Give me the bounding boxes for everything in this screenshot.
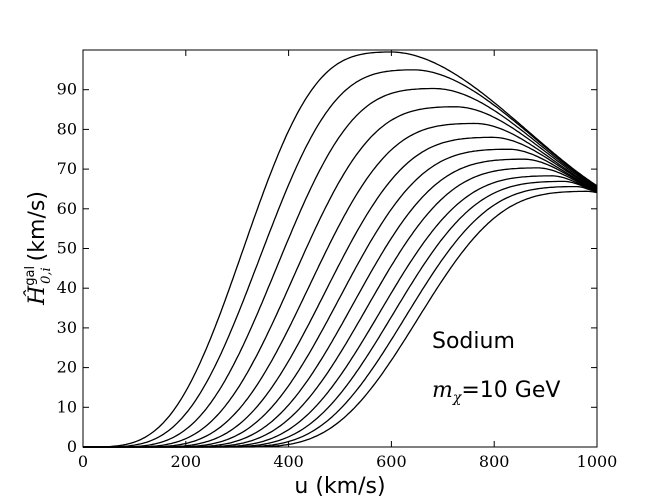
y-tick-label: 80 <box>57 119 77 138</box>
annotation-mass-value: =10 GeV <box>461 378 560 403</box>
x-tick-label: 1000 <box>577 452 618 471</box>
annotation-material: Sodium <box>432 329 515 354</box>
y-tick-label: 10 <box>57 397 77 416</box>
tick-layer: 0 200 400 600 800 1000 0 10 20 30 40 50 60 70 80 90 <box>57 50 618 471</box>
series-line-1 <box>83 51 598 448</box>
x-tick-label: 600 <box>376 452 407 471</box>
y-tick-label: 60 <box>57 199 77 218</box>
annotation-mass-symbol: m <box>432 378 453 403</box>
y-tick-label: 0 <box>67 437 77 456</box>
x-tick-label: 200 <box>171 452 202 471</box>
y-tick-label: 50 <box>57 239 77 258</box>
series-line-3 <box>83 87 598 448</box>
y-axis-label-symbol: Ĥ <box>23 285 50 306</box>
series-line-2 <box>83 69 598 448</box>
svg-text:Ĥgal0,i(km/s): Ĥgal0,i (km/s) <box>23 191 54 306</box>
annotation-mass-subscript: χ <box>452 390 463 406</box>
y-axis-label-superscript: gal <box>23 266 38 286</box>
annotation-mass: mχ=10 GeV <box>432 378 560 406</box>
series-line-4 <box>83 106 598 448</box>
x-tick-label: 0 <box>78 452 88 471</box>
y-tick-label: 70 <box>57 159 77 178</box>
y-tick-label: 30 <box>57 318 77 337</box>
y-axis-label-subscript: 0,i <box>39 267 54 284</box>
series-line-5 <box>83 122 598 448</box>
x-axis-label: u (km/s) <box>294 474 385 498</box>
y-tick-label: 20 <box>57 358 77 377</box>
y-axis-label: Ĥgal0,i (km/s) <box>23 191 54 306</box>
y-tick-label: 40 <box>57 278 77 297</box>
y-tick-label: 90 <box>57 80 77 99</box>
x-tick-label: 400 <box>273 452 304 471</box>
y-axis-label-units: (km/s) <box>25 191 50 261</box>
x-tick-label: 800 <box>479 452 510 471</box>
